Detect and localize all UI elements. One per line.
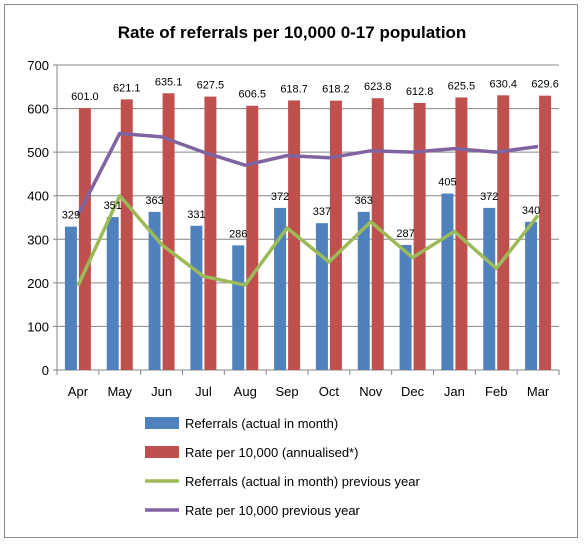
- bar: [357, 211, 370, 370]
- y-tick-label: 200: [27, 276, 49, 291]
- legend-label: Referrals (actual in month) previous yea…: [185, 474, 420, 489]
- data-label: 405: [438, 177, 456, 189]
- legend-swatch: [145, 417, 179, 429]
- bar: [78, 108, 91, 370]
- data-labels: 329 351 363 331 286 372 337 363 287 405 372 340 601.…: [62, 76, 559, 240]
- y-tick-label: 300: [27, 232, 49, 247]
- data-label: 340: [522, 205, 540, 217]
- data-label: 635.1: [155, 76, 183, 88]
- bar: [106, 217, 119, 370]
- x-tick-label: Jun: [151, 384, 172, 399]
- data-label: 621.1: [113, 82, 141, 94]
- data-label: 630.4: [489, 78, 517, 90]
- x-tick-label: May: [107, 384, 132, 399]
- legend-swatch: [145, 446, 179, 458]
- data-label: 337: [313, 206, 331, 218]
- data-label: 629.6: [531, 79, 559, 91]
- bar: [232, 245, 245, 370]
- x-tick-label: Apr: [68, 384, 89, 399]
- data-label: 601.0: [71, 91, 99, 103]
- data-label: 623.8: [364, 81, 392, 93]
- x-tick-label: Dec: [401, 384, 425, 399]
- bar: [497, 95, 510, 370]
- bar: [148, 211, 161, 370]
- y-tick-label: 0: [42, 363, 49, 378]
- y-tick-label: 100: [27, 319, 49, 334]
- x-tick-label: Oct: [319, 384, 340, 399]
- bar: [162, 93, 175, 370]
- legend-label: Referrals (actual in month): [185, 416, 338, 431]
- data-label: 372: [271, 191, 289, 203]
- bar: [190, 225, 203, 370]
- x-tick-label: Nov: [359, 384, 383, 399]
- data-label: 331: [187, 209, 205, 221]
- lines: [76, 131, 540, 287]
- axes: 0 100 200 300 400 500 600 700 Apr May Jun Jul Aug Sep…: [27, 58, 560, 399]
- data-label: 618.2: [322, 84, 350, 96]
- bar: [539, 95, 552, 370]
- series-line: [76, 193, 540, 287]
- chart-frame: Rate of referrals per 10,000 0-17 popula…: [4, 4, 578, 538]
- data-label: 286: [229, 228, 247, 240]
- bar: [399, 244, 412, 370]
- bar: [441, 193, 454, 370]
- x-tick-label: Aug: [234, 384, 257, 399]
- data-label: 287: [396, 228, 414, 240]
- bar: [455, 97, 468, 370]
- bar: [204, 96, 217, 370]
- x-tick-label: Jul: [195, 384, 212, 399]
- bar: [483, 207, 496, 370]
- legend-label: Rate per 10,000 (annualised*): [185, 445, 358, 460]
- bar: [329, 100, 342, 371]
- data-label: 329: [62, 210, 80, 222]
- data-label: 606.5: [238, 89, 266, 101]
- y-tick-label: 500: [27, 145, 49, 160]
- data-label: 363: [145, 195, 163, 207]
- data-label: 618.7: [280, 83, 308, 95]
- data-label: 625.5: [448, 80, 476, 92]
- x-tick-label: Mar: [527, 384, 550, 399]
- series-line: [76, 131, 539, 217]
- data-label: 351: [104, 200, 122, 212]
- bar: [274, 207, 287, 370]
- bar: [120, 99, 133, 370]
- x-tick-label: Feb: [485, 384, 507, 399]
- legend: Referrals (actual in month) Rate per 10,0…: [145, 416, 420, 518]
- y-tick-label: 600: [27, 102, 49, 117]
- data-label: 372: [480, 191, 498, 203]
- x-tick-label: Sep: [276, 384, 299, 399]
- gridlines: [57, 64, 559, 371]
- y-tick-label: 700: [27, 58, 49, 73]
- bar: [413, 102, 426, 370]
- data-label: 627.5: [197, 80, 225, 92]
- bar: [525, 221, 538, 370]
- chart-title: Rate of referrals per 10,000 0-17 popula…: [118, 23, 467, 42]
- bar: [246, 105, 259, 370]
- x-tick-label: Jan: [444, 384, 465, 399]
- bar: [371, 98, 384, 371]
- legend-label: Rate per 10,000 previous year: [185, 503, 361, 518]
- bars: [64, 93, 552, 371]
- bar: [315, 223, 328, 370]
- data-label: 612.8: [406, 86, 434, 98]
- bar: [64, 226, 77, 370]
- chart: Rate of referrals per 10,000 0-17 popula…: [27, 23, 560, 518]
- data-label: 363: [355, 195, 373, 207]
- y-tick-label: 400: [27, 189, 49, 204]
